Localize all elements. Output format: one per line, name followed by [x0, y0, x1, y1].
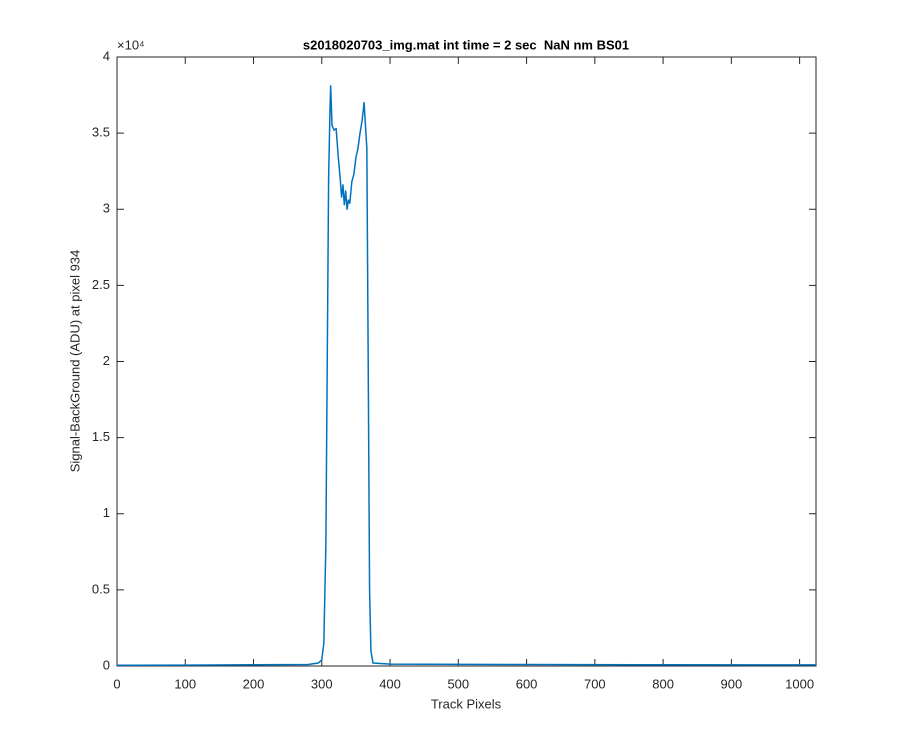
x-tick-label: 200	[243, 676, 265, 691]
y-tick-label: 0	[103, 657, 110, 672]
y-tick-label: 2	[103, 353, 110, 368]
x-tick-label: 0	[113, 676, 120, 691]
y-axis-label: Signal-BackGround (ADU) at pixel 934	[67, 250, 82, 473]
y-tick-label: 4	[103, 48, 110, 63]
plot-area	[116, 56, 817, 667]
data-line	[116, 85, 817, 666]
x-tick-label: 400	[379, 676, 401, 691]
y-tick-label: 3	[103, 201, 110, 216]
y-tick-label: 3.5	[92, 125, 110, 140]
y-tick-label: 1	[103, 505, 110, 520]
x-tick-label: 100	[174, 676, 196, 691]
chart-title: s2018020703_img.mat int time = 2 sec NaN…	[303, 37, 629, 52]
x-tick-label: 800	[652, 676, 674, 691]
y-tick-label: 1.5	[92, 429, 110, 444]
y-tick-label: 0.5	[92, 581, 110, 596]
x-tick-label: 500	[447, 676, 469, 691]
x-tick-label: 1000	[785, 676, 814, 691]
x-axis-label: Track Pixels	[431, 696, 502, 711]
x-tick-label: 700	[584, 676, 606, 691]
x-tick-label: 900	[721, 676, 743, 691]
x-tick-label: 300	[311, 676, 333, 691]
y-axis-multiplier: ×10⁴	[117, 37, 145, 52]
x-tick-label: 600	[516, 676, 538, 691]
y-tick-label: 2.5	[92, 277, 110, 292]
